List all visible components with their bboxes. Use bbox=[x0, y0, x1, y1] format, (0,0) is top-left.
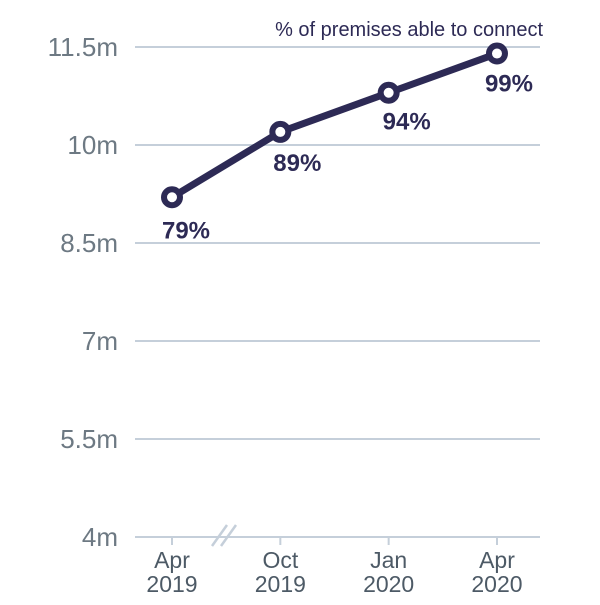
data-line bbox=[168, 50, 501, 201]
axis-layer bbox=[171, 524, 498, 547]
data-point bbox=[485, 42, 508, 65]
xtick-label-year: 2019 bbox=[255, 571, 306, 597]
data-point-label: 99% bbox=[485, 71, 533, 98]
ytick-label: 10m bbox=[67, 130, 118, 160]
ytick-label: 7m bbox=[82, 326, 118, 356]
data-point bbox=[161, 186, 183, 209]
data-point-label: 79% bbox=[162, 217, 210, 244]
series-layer bbox=[161, 42, 508, 209]
data-point bbox=[377, 81, 400, 104]
xtick-label-month: Jan bbox=[370, 547, 407, 573]
xtick-label-month: Apr bbox=[479, 547, 515, 573]
xtick-label-year: 2020 bbox=[363, 571, 414, 597]
label-layer: 4m5.5m7m8.5m10m11.5mApr2019Oct2019Jan202… bbox=[48, 32, 533, 597]
xtick-label-month: Apr bbox=[154, 547, 190, 573]
data-point-label: 89% bbox=[273, 150, 321, 177]
ytick-label: 8.5m bbox=[60, 228, 118, 258]
ytick-label: 4m bbox=[82, 522, 118, 552]
data-point-label: 94% bbox=[383, 109, 431, 136]
xtick-label-month: Oct bbox=[262, 547, 298, 573]
ytick-label: 11.5m bbox=[48, 32, 118, 62]
xtick-label-year: 2020 bbox=[471, 571, 522, 597]
axis-break-icon bbox=[210, 524, 229, 547]
axis-break-icon bbox=[219, 524, 238, 547]
xtick-label-year: 2019 bbox=[146, 571, 197, 597]
ytick-label: 5.5m bbox=[60, 424, 118, 454]
grid-layer bbox=[135, 46, 540, 538]
data-point bbox=[269, 120, 292, 143]
chart-title: % of premises able to connect bbox=[275, 19, 543, 41]
